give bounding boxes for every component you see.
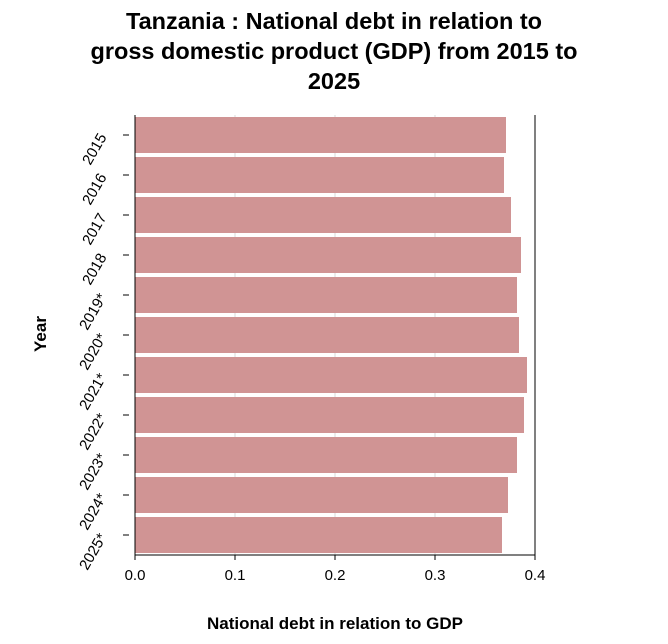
y-tick-label-2021-est: 2021* [76,370,110,413]
bar-2016 [135,157,504,193]
y-tick-label-2019-est: 2019* [76,290,110,333]
y-tick-label-2018: 2018 [79,251,110,288]
y-tick-label-2020-est: 2020* [76,330,110,373]
bar-2020-est [135,317,519,353]
bar-2022-est [135,397,524,433]
bar-2025-est [135,517,502,553]
y-tick-labels: 20152016201720182019*2020*2021*2022*2023… [76,131,129,573]
y-tick-label-2017: 2017 [79,211,110,248]
x-tick-label-2: 0.2 [325,567,346,584]
x-tick-label-0: 0.0 [125,567,146,584]
y-tick-label-2024-est: 2024* [76,490,110,533]
x-axis-title: National debt in relation to GDP [207,614,463,633]
x-tick-label-3: 0.3 [425,567,446,584]
chart-title-line-1: Tanzania : National debt in relation to [125,8,543,34]
chart-title: Tanzania : National debt in relation to … [0,6,668,96]
bar-2019-est [135,277,517,313]
bar-2024-est [135,477,508,513]
y-tick-label-2016: 2016 [79,171,110,208]
x-tick-label-1: 0.1 [225,567,246,584]
y-tick-label-2023-est: 2023* [76,450,110,493]
bar-2023-est [135,437,517,473]
chart-title-line-2: gross domestic product (GDP) from 2015 t… [90,38,578,64]
y-tick-label-2022-est: 2022* [76,410,110,453]
y-axis-title: Year [31,316,50,352]
chart-title-line-3: 2025 [307,68,361,94]
bars [135,117,527,553]
bar-2015 [135,117,506,153]
bar-2017 [135,197,511,233]
bar-2021-est [135,357,527,393]
x-tick-labels: 0.0 0.1 0.2 0.3 0.4 [125,555,546,584]
y-tick-label-2015: 2015 [79,131,110,168]
y-tick-label-2025-est: 2025* [76,530,110,573]
x-tick-label-4: 0.4 [525,567,546,584]
bar-2018 [135,237,521,273]
